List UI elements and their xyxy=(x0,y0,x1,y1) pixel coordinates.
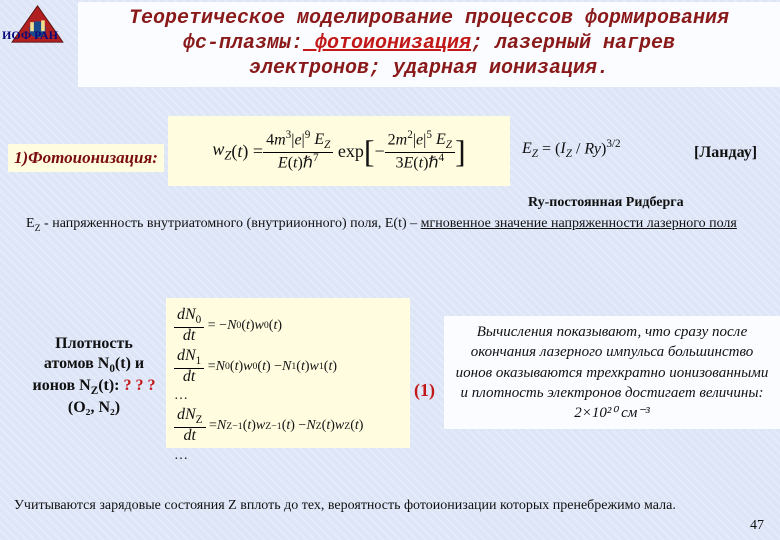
slide-title: Теоретическое моделирование процессов фо… xyxy=(78,2,780,87)
title-line-2: фс-плазмы: фотоионизация; лазерный нагре… xyxy=(84,31,774,56)
density-l4: (O₂, N₂) xyxy=(26,398,162,418)
field-note: EZ - напряженность внутриатомного (внутр… xyxy=(26,216,737,234)
page-number: 47 xyxy=(750,518,764,534)
density-label: Плотность атомов N0(t) и ионов NZ(t): ? … xyxy=(26,334,162,418)
formula-wz: wZ(t) = 4m3|e|9 EZ E(t)ℏ7 exp [− 2m2|e|5… xyxy=(168,116,510,186)
section-1-label: 1)Фотоионизация: xyxy=(8,144,164,172)
org-label: ИОФ РАН xyxy=(2,28,58,43)
title-prefix: фс-плазмы: xyxy=(183,32,303,55)
density-question: ? ? ? xyxy=(124,377,156,394)
rydberg-note: Ry-постоянная Ридберга xyxy=(528,195,684,211)
note-ez-sym: E xyxy=(26,216,35,231)
calc-text: Вычисления показывают, что сразу после о… xyxy=(456,324,769,401)
title-highlight: фотоионизация xyxy=(303,32,471,55)
note-mid: - напряженность внутриатомного (внутриио… xyxy=(41,216,421,231)
title-line-1: Теоретическое моделирование процессов фо… xyxy=(84,6,774,31)
note-underlined: мгновенное значение напряженности лазерн… xyxy=(421,216,737,231)
density-l2: атомов N0(t) и xyxy=(26,354,162,376)
formula-system: dN0dt = −N0(t)w0(t) dN1dt = N0(t)w0(t) −… xyxy=(166,298,410,448)
landau-ref: [Ландау] xyxy=(694,144,757,162)
formula-ez: EZ = (IZ / Ry)3/2 xyxy=(522,138,621,161)
density-l1: Плотность xyxy=(26,334,162,354)
equation-number: (1) xyxy=(414,380,435,401)
calc-result-box: Вычисления показывают, что сразу после о… xyxy=(444,316,780,429)
title-line-3: электронов; ударная ионизация. xyxy=(84,56,774,81)
density-l3: ионов NZ(t): ? ? ? xyxy=(26,376,162,398)
title-suffix: ; лазерный нагрев xyxy=(471,32,675,55)
calc-value: 2×10²⁰ см⁻³ xyxy=(574,405,650,421)
bottom-note: Учитываются зарядовые состояния Z вплоть… xyxy=(14,498,676,514)
